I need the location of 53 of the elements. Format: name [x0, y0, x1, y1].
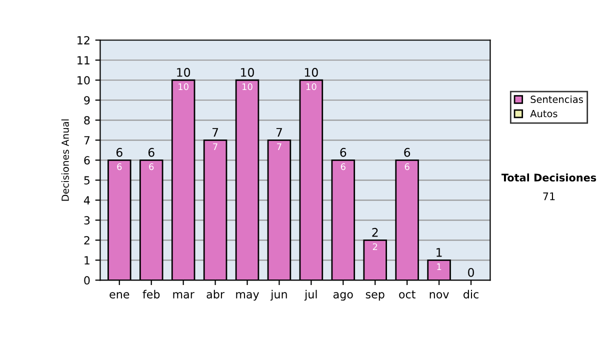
total-label: 1	[436, 248, 442, 257]
x-tick-label: jun	[270, 290, 287, 301]
y-tick-label: 4	[84, 196, 90, 204]
x-tick-label: sep	[366, 292, 384, 301]
data-label: 6	[340, 163, 346, 170]
x-tick-label: oct	[399, 290, 416, 298]
legend-label: Sentencias	[530, 95, 583, 104]
y-tick-label: 3	[84, 216, 90, 225]
x-tick-label: may	[236, 292, 260, 301]
total-label: 0	[468, 268, 474, 277]
x-tick-label: feb	[142, 290, 160, 298]
y-tick-label: 8	[84, 116, 90, 125]
x-tick-label: mar	[173, 292, 194, 298]
text: Total Decisiones	[501, 173, 596, 182]
data-label: 6	[117, 163, 122, 170]
data-label: 7	[213, 143, 218, 150]
data-label: 10	[306, 83, 316, 90]
data-label: 1	[437, 263, 442, 270]
total-label: 2	[372, 228, 378, 237]
y-tick-label: 5	[84, 176, 90, 185]
x-tick-label: jul	[304, 290, 317, 301]
data-label: 10	[242, 83, 252, 90]
total-label: 7	[276, 128, 282, 137]
data-label: 2	[372, 243, 378, 250]
y-tick-label: 6	[84, 156, 90, 165]
total-label: 6	[340, 148, 346, 157]
x-tick-label: ago	[333, 292, 353, 301]
total-label: 7	[212, 128, 218, 137]
total-label: 6	[148, 148, 154, 157]
y-tick-label: 10	[78, 76, 90, 85]
y-tick-label: 12	[78, 36, 90, 44]
data-label: 6	[149, 163, 154, 170]
y-tick-label: 1	[84, 256, 90, 264]
data-label: 6	[404, 163, 410, 170]
y-tick-label: 7	[84, 136, 90, 144]
y-tick-label: 11	[78, 56, 90, 64]
y-tick-label: 0	[84, 276, 90, 285]
x-tick-label: dic	[464, 290, 478, 298]
total-label: 10	[241, 68, 254, 77]
total-label: 6	[404, 148, 410, 157]
total-label: 6	[116, 148, 122, 157]
legend-label: Autos	[530, 110, 558, 118]
y-tick-label: 9	[84, 96, 90, 105]
text: 71	[543, 192, 555, 200]
data-label: 10	[178, 83, 188, 90]
total-label: 10	[304, 68, 318, 77]
x-tick-label: abr	[206, 290, 224, 298]
total-label: 10	[177, 68, 190, 77]
y-tick-label: 2	[84, 236, 90, 244]
y-axis-title: Decisiones Anual	[61, 119, 69, 201]
data-label: 7	[277, 143, 282, 150]
x-tick-label: nov	[430, 292, 449, 298]
x-tick-label: ene	[110, 292, 130, 298]
